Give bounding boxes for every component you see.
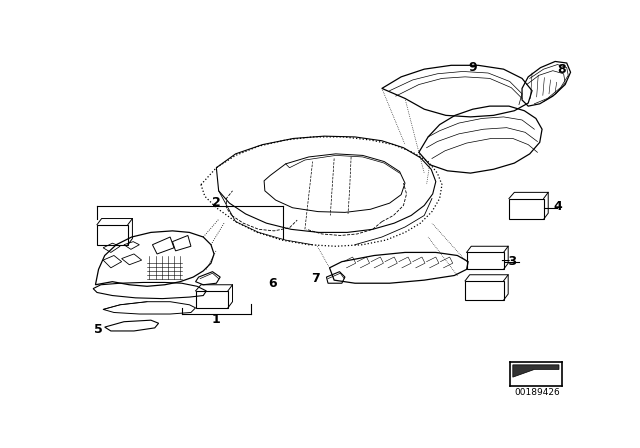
Text: 1: 1 (212, 313, 221, 326)
Text: 5: 5 (94, 323, 103, 336)
Polygon shape (513, 365, 559, 377)
Text: ─3: ─3 (501, 255, 517, 268)
Text: 7: 7 (312, 272, 320, 285)
Text: 00189426: 00189426 (515, 388, 560, 397)
Text: 8: 8 (557, 63, 566, 76)
Text: 4: 4 (553, 200, 562, 213)
Text: 9: 9 (468, 61, 477, 74)
Text: 6: 6 (268, 277, 277, 290)
Text: 2: 2 (212, 196, 221, 209)
